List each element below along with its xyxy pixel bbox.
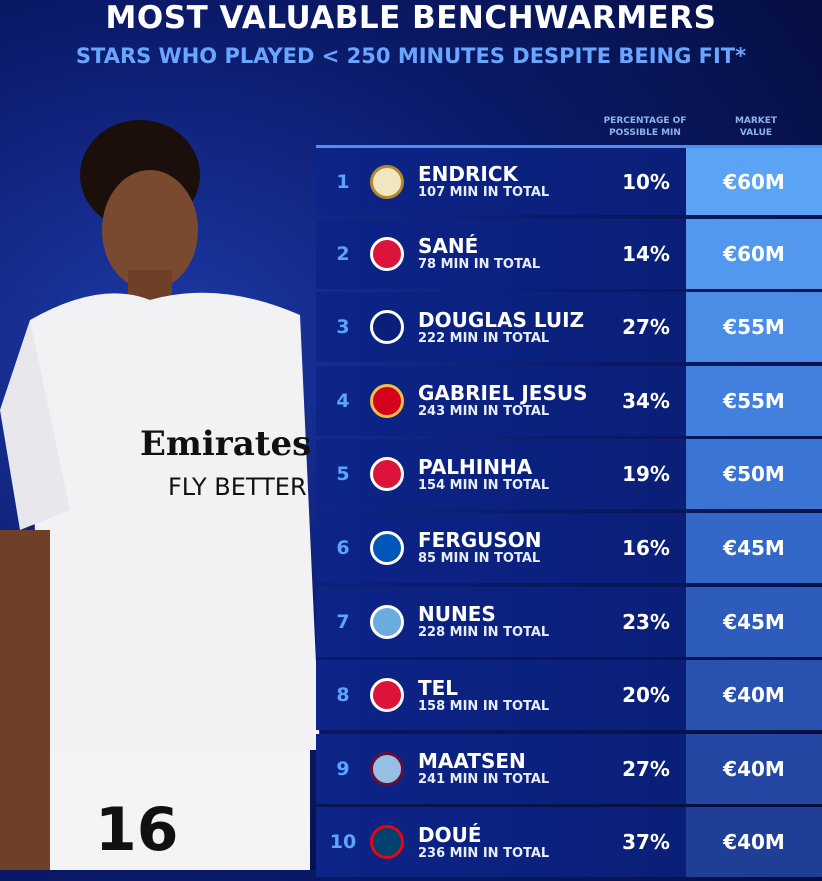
percentage-of-possible-min: 27% <box>622 315 670 340</box>
minutes-played: 154 MIN IN TOTAL <box>418 477 550 493</box>
real-madrid-crest-icon <box>370 164 404 199</box>
market-value: €40M <box>686 733 822 804</box>
player-name: DOUÉ <box>418 822 482 847</box>
minutes-played: 78 MIN IN TOTAL <box>418 257 541 273</box>
table-row: 4 GABRIEL JESUS 243 MIN IN TOTAL 34% €55M <box>316 365 822 436</box>
juventus-crest-icon <box>370 310 404 345</box>
ranking-table: 1 ENDRICK 107 MIN IN TOTAL 10% €60M 2 SANÉ… <box>316 145 822 881</box>
rank: 10 <box>329 831 357 854</box>
table-row: 3 DOUGLAS LUIZ 222 MIN IN TOTAL 27% €55M <box>316 292 822 363</box>
percentage-of-possible-min: 20% <box>622 683 670 708</box>
rank: 4 <box>336 389 350 412</box>
minutes-played: 241 MIN IN TOTAL <box>418 772 550 788</box>
player-info: FERGUSON 85 MIN IN TOTAL <box>418 529 542 566</box>
man-city-crest-icon <box>370 604 404 639</box>
percentage-of-possible-min: 14% <box>622 241 670 266</box>
rank: 6 <box>336 536 350 559</box>
player-info: DOUÉ 236 MIN IN TOTAL <box>418 824 549 861</box>
table-row: 10 DOUÉ 236 MIN IN TOTAL 37% €40M <box>316 807 822 878</box>
shirt-slogan: FLY BETTER <box>168 473 307 501</box>
table-row: 7 NUNES 228 MIN IN TOTAL 23% €45M <box>316 586 822 657</box>
bayern-crest-icon <box>370 678 404 713</box>
rank: 3 <box>336 316 350 339</box>
rank: 9 <box>336 757 350 780</box>
market-value: €45M <box>686 512 822 583</box>
rank: 5 <box>336 463 350 486</box>
rank: 7 <box>336 610 350 633</box>
market-value: €55M <box>686 365 822 436</box>
minutes-played: 228 MIN IN TOTAL <box>418 625 550 641</box>
header-market-value: MARKET VALUE <box>734 116 778 138</box>
player-photo: Emirates FLY BETTER 16 <box>0 120 320 870</box>
market-value: €40M <box>686 660 822 731</box>
percentage-of-possible-min: 34% <box>622 388 670 413</box>
player-name: DOUGLAS LUIZ <box>418 307 585 332</box>
market-value: €60M <box>686 218 822 289</box>
shirt-sponsor: Emirates <box>140 424 311 464</box>
table-row: 6 FERGUSON 85 MIN IN TOTAL 16% €45M <box>316 512 822 583</box>
market-value: €60M <box>686 148 822 215</box>
page-title: MOST VALUABLE BENCHWARMERS <box>105 0 717 36</box>
arsenal-crest-icon <box>370 383 404 418</box>
market-value: €45M <box>686 586 822 657</box>
page-subtitle: STARS WHO PLAYED < 250 MINUTES DESPITE B… <box>75 44 747 68</box>
minutes-played: 236 MIN IN TOTAL <box>418 845 550 861</box>
player-name: GABRIEL JESUS <box>418 381 588 406</box>
player-info: ENDRICK 107 MIN IN TOTAL <box>418 163 549 200</box>
percentage-of-possible-min: 10% <box>622 169 670 194</box>
market-value: €55M <box>686 292 822 363</box>
rank: 8 <box>336 684 350 707</box>
table-row: 8 TEL 158 MIN IN TOTAL 20% €40M <box>316 660 822 731</box>
table-row: 2 SANÉ 78 MIN IN TOTAL 14% €60M <box>316 218 822 289</box>
player-info: DOUGLAS LUIZ 222 MIN IN TOTAL <box>418 309 584 346</box>
minutes-played: 158 MIN IN TOTAL <box>418 698 550 714</box>
bayern-crest-icon <box>370 236 404 271</box>
percentage-of-possible-min: 19% <box>622 462 670 487</box>
percentage-of-possible-min: 16% <box>622 535 670 560</box>
minutes-played: 85 MIN IN TOTAL <box>418 551 541 567</box>
player-name: SANÉ <box>418 234 479 259</box>
brighton-crest-icon <box>370 530 404 565</box>
minutes-played: 222 MIN IN TOTAL <box>418 330 550 346</box>
aston-villa-crest-icon <box>370 751 404 786</box>
minutes-played: 243 MIN IN TOTAL <box>418 404 550 420</box>
market-value: €50M <box>686 439 822 510</box>
player-info: SANÉ 78 MIN IN TOTAL <box>418 235 540 272</box>
player-name: MAATSEN <box>418 749 526 774</box>
table-row: 5 PALHINHA 154 MIN IN TOTAL 19% €50M <box>316 439 822 510</box>
header-percentage: PERCENTAGE OF POSSIBLE MIN <box>603 116 687 138</box>
player-name: TEL <box>418 675 459 700</box>
player-info: GABRIEL JESUS 243 MIN IN TOTAL <box>418 382 588 419</box>
bayern-crest-icon <box>370 457 404 492</box>
player-info: TEL 158 MIN IN TOTAL <box>418 677 549 714</box>
percentage-of-possible-min: 23% <box>622 609 670 634</box>
percentage-of-possible-min: 27% <box>622 756 670 781</box>
rank: 1 <box>336 170 350 193</box>
rank: 2 <box>336 242 350 265</box>
player-info: NUNES 228 MIN IN TOTAL <box>418 603 549 640</box>
table-row: 9 MAATSEN 241 MIN IN TOTAL 27% €40M <box>316 733 822 804</box>
minutes-played: 107 MIN IN TOTAL <box>418 185 550 200</box>
player-name: ENDRICK <box>418 162 519 186</box>
player-info: MAATSEN 241 MIN IN TOTAL <box>418 750 549 787</box>
market-value: €40M <box>686 807 822 878</box>
percentage-of-possible-min: 37% <box>622 830 670 855</box>
psg-crest-icon <box>370 825 404 860</box>
player-name: PALHINHA <box>418 454 533 479</box>
player-name: NUNES <box>418 602 496 627</box>
player-info: PALHINHA 154 MIN IN TOTAL <box>418 456 549 493</box>
shirt-number: 16 <box>95 795 179 865</box>
table-row: 1 ENDRICK 107 MIN IN TOTAL 10% €60M <box>316 145 822 215</box>
player-name: FERGUSON <box>418 528 542 553</box>
